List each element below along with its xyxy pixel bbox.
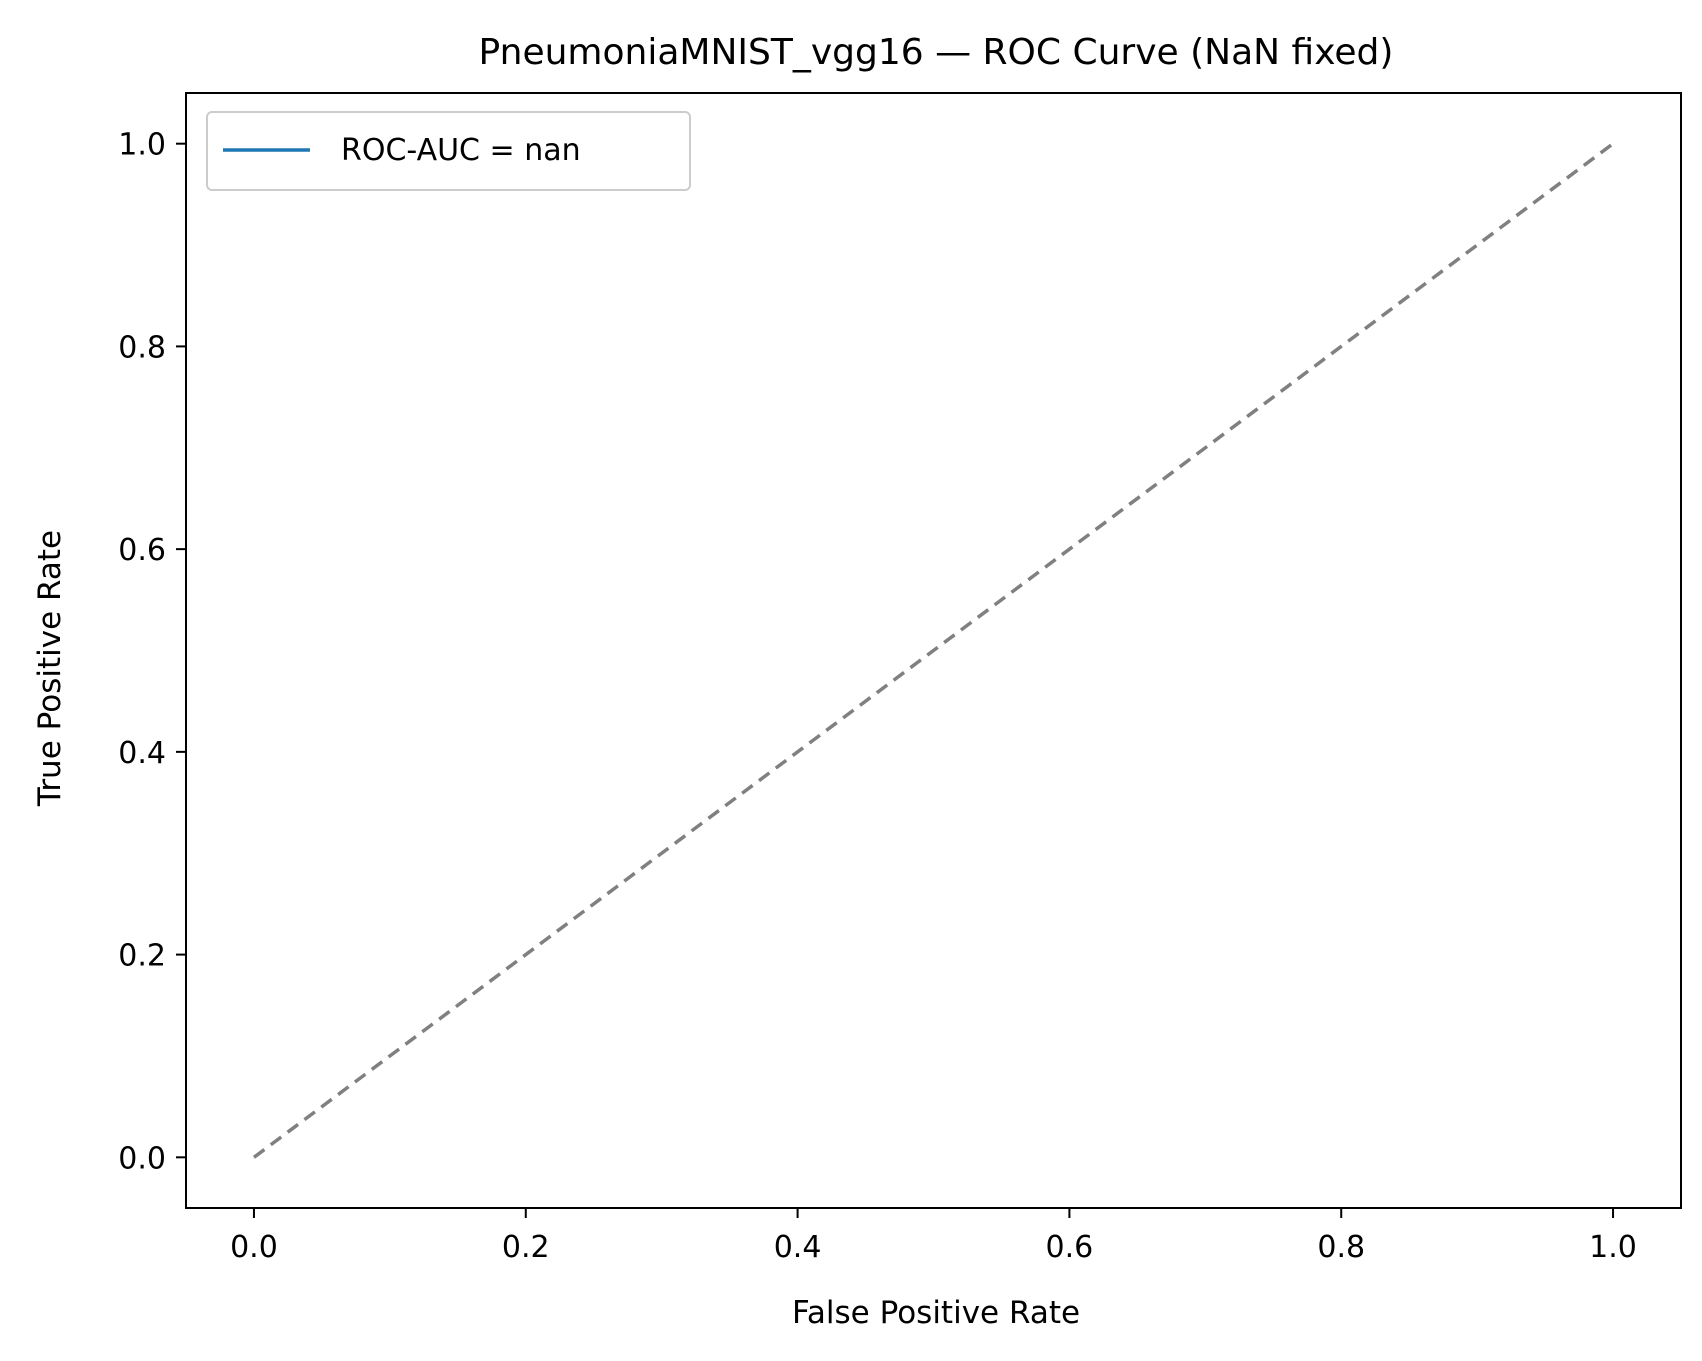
x-tick-label: 0.4 [774, 1230, 822, 1265]
y-tick-label: 0.2 [118, 939, 166, 974]
y-tick-label: 0.8 [118, 330, 166, 365]
legend-frame [206, 111, 691, 191]
x-tick-label: 1.0 [1589, 1230, 1637, 1265]
x-tick-label: 0.8 [1317, 1230, 1365, 1265]
chance-diagonal-line [252, 142, 1615, 1159]
plot-area: 0.0 0.2 0.4 0.6 0.8 1.0 0.0 0.2 0.4 0.6 0.8 1.0 [118, 92, 1682, 1265]
y-tick-label: 0.0 [118, 1141, 166, 1176]
legend: ROC-AUC = nan [206, 111, 691, 191]
y-axis-label: True Positive Rate [32, 530, 68, 807]
chart-title: PneumoniaMNIST_vgg16 — ROC Curve (NaN fi… [479, 32, 1394, 73]
y-tick-label: 0.4 [118, 736, 166, 771]
x-tick-label: 0.6 [1046, 1230, 1094, 1265]
x-tick-label: 0.0 [230, 1230, 278, 1265]
legend-entry-label: ROC-AUC = nan [341, 133, 581, 168]
axes-frame [185, 92, 1682, 1209]
x-tick-label: 0.2 [502, 1230, 550, 1265]
y-tick-label: 0.6 [118, 533, 166, 568]
x-axis-label: False Positive Rate [792, 1295, 1080, 1331]
y-tick-label: 1.0 [118, 128, 166, 163]
